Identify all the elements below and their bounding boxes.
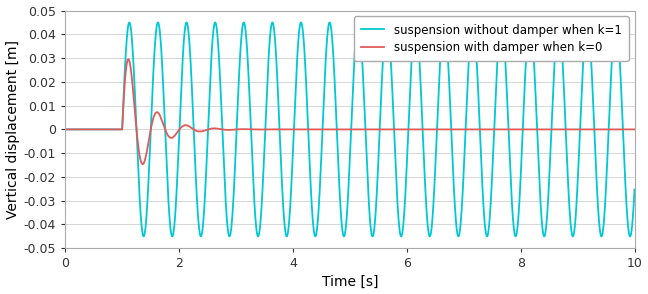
suspension without damper when k=1	[85, 128, 93, 131]
suspension with damper when k=0	[601, 128, 608, 131]
suspension without damper when k=1	[340, 234, 347, 238]
Line: suspension without damper when k=1: suspension without damper when k=1	[65, 22, 634, 236]
suspension with damper when k=0	[62, 128, 69, 131]
suspension with damper when k=0	[95, 128, 103, 131]
suspension without damper when k=1	[601, 212, 608, 216]
suspension without damper when k=1	[631, 188, 638, 191]
suspension with damper when k=0	[64, 128, 72, 131]
suspension without damper when k=1	[197, 235, 205, 238]
suspension with damper when k=0	[124, 57, 132, 61]
suspension without damper when k=1	[95, 128, 103, 131]
suspension with damper when k=0	[85, 128, 93, 131]
suspension with damper when k=0	[631, 128, 638, 131]
Y-axis label: Vertical displacement [m]: Vertical displacement [m]	[6, 40, 19, 219]
Line: suspension with damper when k=0: suspension with damper when k=0	[65, 59, 634, 164]
suspension without damper when k=1	[62, 128, 69, 131]
suspension with damper when k=0	[173, 131, 181, 135]
suspension without damper when k=1	[383, 21, 391, 24]
Legend: suspension without damper when k=1, suspension with damper when k=0: suspension without damper when k=1, susp…	[354, 16, 629, 61]
suspension with damper when k=0	[139, 162, 146, 166]
X-axis label: Time [s]: Time [s]	[321, 274, 378, 288]
suspension without damper when k=1	[173, 185, 181, 188]
suspension without damper when k=1	[64, 128, 72, 131]
suspension with damper when k=0	[340, 128, 347, 131]
